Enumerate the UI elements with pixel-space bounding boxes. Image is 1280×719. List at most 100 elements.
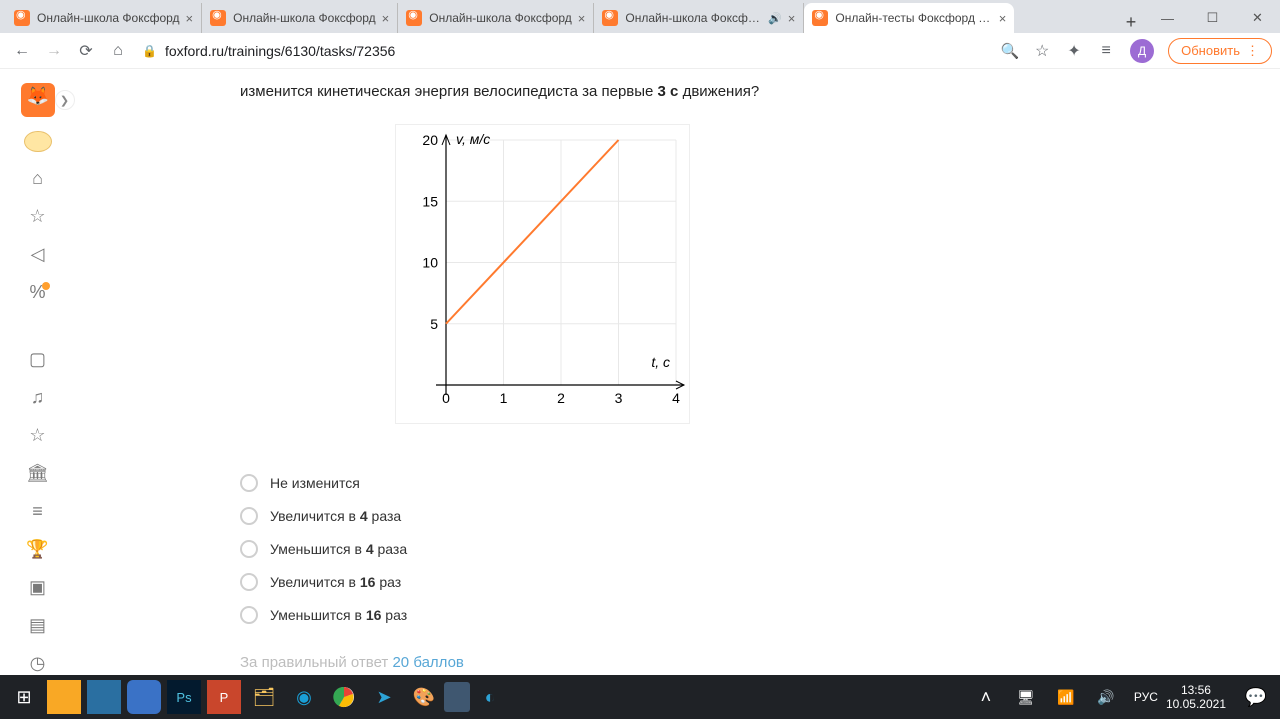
taskbar-edge[interactable]: ◉ bbox=[284, 677, 324, 717]
sidebar-expand-icon[interactable]: ❯ bbox=[55, 90, 75, 110]
taskbar-app-1[interactable] bbox=[47, 680, 81, 714]
tab-favicon-icon bbox=[406, 10, 422, 26]
list-icon[interactable]: ≡ bbox=[22, 499, 54, 523]
user-mini-avatar[interactable] bbox=[24, 131, 52, 152]
tab-title: Онлайн-школа Фоксфорд bbox=[625, 11, 765, 25]
svg-text:0: 0 bbox=[442, 390, 450, 406]
send-icon[interactable]: ◁ bbox=[22, 242, 54, 266]
headphones-icon[interactable]: ♫ bbox=[22, 385, 54, 409]
profile-avatar[interactable]: Д bbox=[1130, 39, 1154, 63]
home-icon[interactable]: ⌂ bbox=[22, 166, 54, 190]
svg-text:1: 1 bbox=[500, 390, 508, 406]
tray-battery-icon[interactable]: 🖥 bbox=[1006, 677, 1046, 717]
update-chrome-button[interactable]: Обновить ⋮ bbox=[1168, 38, 1272, 64]
svg-text:15: 15 bbox=[422, 193, 438, 209]
tab-favicon-icon bbox=[210, 10, 226, 26]
tab-close-icon[interactable]: × bbox=[186, 11, 194, 26]
taskbar-app-2[interactable] bbox=[87, 680, 121, 714]
reading-list-icon[interactable]: ≡ bbox=[1092, 37, 1120, 65]
tab-sound-icon[interactable]: 🔊 bbox=[768, 12, 782, 25]
browser-tab[interactable]: Онлайн-школа Фоксфорд × bbox=[398, 3, 594, 33]
bookmark-star-icon[interactable]: ☆ bbox=[1028, 37, 1056, 65]
tab-favicon-icon bbox=[812, 10, 828, 26]
radio-icon[interactable] bbox=[240, 606, 258, 624]
clock-icon[interactable]: ◷ bbox=[22, 651, 54, 675]
browser-tab[interactable]: Онлайн-школа Фоксфорд × bbox=[6, 3, 202, 33]
radio-icon[interactable] bbox=[240, 507, 258, 525]
answer-option[interactable]: Не изменится bbox=[240, 474, 1280, 492]
radio-icon[interactable] bbox=[240, 474, 258, 492]
answer-option[interactable]: Уменьшится в 16 раз bbox=[240, 606, 1280, 624]
radio-icon[interactable] bbox=[240, 573, 258, 591]
reload-button[interactable]: ⟳ bbox=[72, 37, 100, 65]
radio-icon[interactable] bbox=[240, 540, 258, 558]
option-label: Уменьшится в 16 раз bbox=[270, 607, 407, 623]
address-bar[interactable]: 🔒 foxford.ru/trainings/6130/tasks/72356 bbox=[142, 37, 986, 65]
tray-vol-icon[interactable]: 🔊 bbox=[1086, 677, 1126, 717]
taskbar-palette[interactable]: 🎨 bbox=[404, 677, 444, 717]
taskbar-app-3[interactable] bbox=[127, 680, 161, 714]
svg-text:5: 5 bbox=[430, 316, 438, 332]
tab-title: Онлайн-школа Фоксфорд bbox=[37, 11, 180, 25]
lock-icon: 🔒 bbox=[142, 44, 157, 58]
tray-wifi-icon[interactable]: 📶 bbox=[1046, 677, 1086, 717]
taskbar-calc[interactable] bbox=[444, 682, 470, 712]
answer-option[interactable]: Увеличится в 16 раз bbox=[240, 573, 1280, 591]
home-button[interactable]: ⌂ bbox=[104, 37, 132, 65]
back-button[interactable]: ← bbox=[8, 37, 36, 65]
tray-up-icon[interactable]: ˄ bbox=[966, 677, 1006, 717]
foxford-logo[interactable] bbox=[21, 83, 55, 117]
tab-close-icon[interactable]: × bbox=[382, 11, 390, 26]
start-button[interactable]: ⊞ bbox=[4, 677, 44, 717]
taskbar-chrome[interactable] bbox=[324, 677, 364, 717]
browser-toolbar: ← → ⟳ ⌂ 🔒 foxford.ru/trainings/6130/task… bbox=[0, 33, 1280, 69]
device-icon[interactable]: ▣ bbox=[22, 575, 54, 599]
square-icon[interactable]: ▢ bbox=[22, 347, 54, 371]
tray-lang[interactable]: РУС bbox=[1134, 690, 1158, 704]
browser-tab[interactable]: Онлайн-школа Фоксфорд× bbox=[202, 3, 398, 33]
svg-text:2: 2 bbox=[557, 390, 565, 406]
taskbar-explorer[interactable]: 🗂 bbox=[244, 677, 284, 717]
tray-notifications-icon[interactable]: 💬 bbox=[1236, 677, 1276, 717]
search-page-icon[interactable]: 🔍 bbox=[996, 37, 1024, 65]
left-sidebar: ❯ ⌂ ☆ ◁ % ▢ ♫ ☆ 🏛 ≡ 🏆 ▣ ▤ ◷ bbox=[0, 69, 75, 675]
tab-close-icon[interactable]: × bbox=[788, 11, 796, 26]
star-icon[interactable]: ☆ bbox=[22, 204, 54, 228]
forward-button[interactable]: → bbox=[40, 37, 68, 65]
svg-text:4: 4 bbox=[672, 390, 680, 406]
building-icon[interactable]: 🏛 bbox=[22, 461, 54, 485]
svg-text:3: 3 bbox=[615, 390, 623, 406]
taskbar-photoshop[interactable]: Ps bbox=[167, 680, 201, 714]
extensions-icon[interactable]: ✦ bbox=[1060, 37, 1088, 65]
answer-option[interactable]: Уменьшится в 4 раза bbox=[240, 540, 1280, 558]
browser-tab[interactable]: Онлайн-тесты Фоксфорд | Ф× bbox=[804, 3, 1014, 33]
velocity-chart: 012345101520v, м/сt, с bbox=[395, 124, 690, 424]
url-text: foxford.ru/trainings/6130/tasks/72356 bbox=[165, 43, 395, 59]
answer-options: Не изменится Увеличится в 4 раза Уменьшитс… bbox=[240, 474, 1280, 624]
answer-option[interactable]: Увеличится в 4 раза bbox=[240, 507, 1280, 525]
windows-taskbar: ⊞ Ps P 🗂 ◉ ➤ 🎨 ◐ ˄ 🖥 📶 🔊 РУС 13:56 10.05… bbox=[0, 675, 1280, 719]
svg-text:t, с: t, с bbox=[651, 354, 670, 370]
browser-tab-bar: Онлайн-школа Фоксфорд×Онлайн-школа Фоксф… bbox=[0, 0, 1280, 33]
doc-icon[interactable]: ▤ bbox=[22, 613, 54, 637]
question-content: изменится кинетическая энергия велосипед… bbox=[75, 69, 1280, 675]
taskbar-telegram[interactable]: ➤ bbox=[364, 677, 404, 717]
tab-favicon-icon bbox=[602, 10, 618, 26]
taskbar-app-last[interactable]: ◐ bbox=[470, 677, 510, 717]
percent-icon[interactable]: % bbox=[22, 280, 54, 304]
browser-tab[interactable]: Онлайн-школа Фоксфорд🔊 × bbox=[594, 3, 804, 33]
score-line: За правильный ответ 20 баллов bbox=[240, 654, 1280, 671]
new-tab-button[interactable]: + bbox=[1117, 12, 1145, 33]
tab-close-icon[interactable]: × bbox=[999, 11, 1007, 26]
tray-clock[interactable]: 13:56 10.05.2021 bbox=[1166, 683, 1226, 712]
tab-close-icon[interactable]: × bbox=[578, 11, 586, 26]
window-minimize[interactable]: — bbox=[1145, 3, 1190, 33]
tab-title: Онлайн-школа Фоксфорд bbox=[429, 11, 572, 25]
star2-icon[interactable]: ☆ bbox=[22, 423, 54, 447]
window-maximize[interactable]: ☐ bbox=[1190, 3, 1235, 33]
taskbar-powerpoint[interactable]: P bbox=[207, 680, 241, 714]
svg-text:20: 20 bbox=[422, 132, 438, 148]
window-close[interactable]: ✕ bbox=[1235, 3, 1280, 33]
trophy-icon[interactable]: 🏆 bbox=[22, 537, 54, 561]
svg-text:10: 10 bbox=[422, 255, 438, 271]
